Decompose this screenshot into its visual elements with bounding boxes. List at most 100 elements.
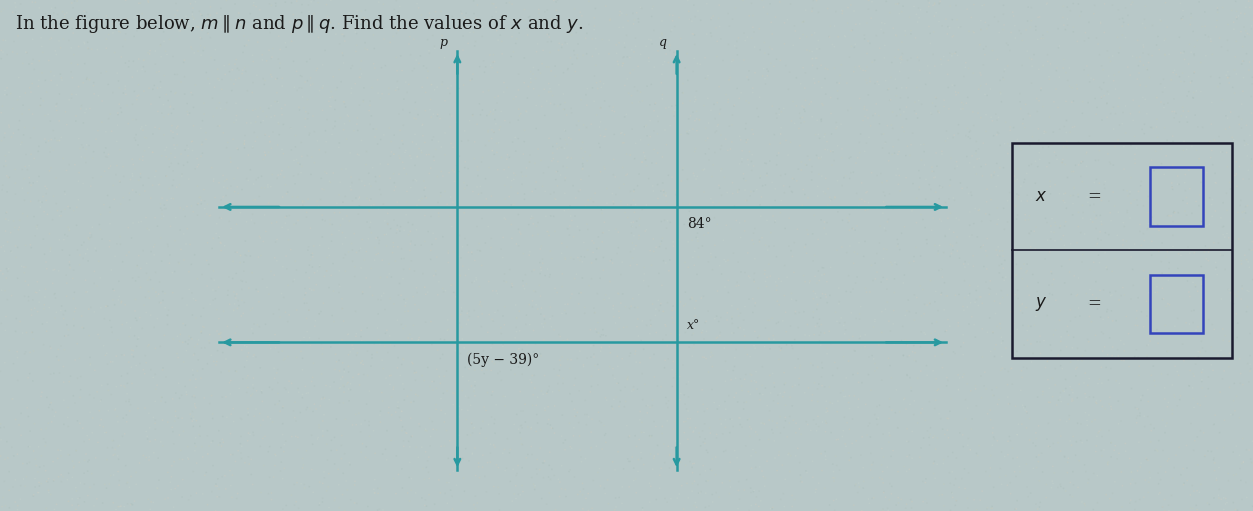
Point xyxy=(179,22,199,30)
Point xyxy=(370,185,390,194)
Point xyxy=(452,46,472,54)
Point xyxy=(878,438,898,446)
Point xyxy=(581,120,601,128)
Point xyxy=(40,167,60,175)
Point xyxy=(452,243,472,251)
Point xyxy=(768,318,788,327)
Point xyxy=(828,300,848,308)
Point xyxy=(242,269,262,277)
Point xyxy=(1007,135,1027,144)
Point xyxy=(540,475,560,483)
Point xyxy=(75,154,95,162)
Point xyxy=(887,424,907,432)
Point xyxy=(510,429,530,437)
Point xyxy=(715,90,736,99)
Point xyxy=(797,46,817,54)
Point xyxy=(992,353,1012,361)
Point xyxy=(236,237,256,245)
Point xyxy=(538,6,558,14)
Point xyxy=(506,39,526,48)
Point xyxy=(722,415,742,424)
Point xyxy=(942,50,962,58)
Point xyxy=(682,331,702,339)
Point xyxy=(767,419,787,427)
Point xyxy=(392,360,412,368)
Point xyxy=(619,352,639,360)
Point xyxy=(63,74,83,82)
Point xyxy=(667,101,687,109)
Point xyxy=(477,128,497,136)
Point xyxy=(1199,244,1219,252)
Point xyxy=(1054,387,1074,396)
Point xyxy=(842,439,862,448)
Point xyxy=(734,227,754,235)
Point xyxy=(199,442,219,450)
Point xyxy=(565,212,585,220)
Point xyxy=(279,212,299,220)
Point xyxy=(479,311,499,319)
Point xyxy=(966,385,986,393)
Point xyxy=(386,0,406,5)
Point xyxy=(346,28,366,36)
Point xyxy=(743,446,763,454)
Point xyxy=(1099,90,1119,98)
Point xyxy=(317,1,337,9)
Point xyxy=(168,332,188,340)
Point xyxy=(762,18,782,27)
Point xyxy=(278,236,298,244)
Point xyxy=(461,248,481,257)
Point xyxy=(193,138,213,146)
Point xyxy=(471,302,491,310)
Point xyxy=(544,212,564,220)
Point xyxy=(261,344,281,353)
Point xyxy=(1235,209,1253,217)
Point xyxy=(964,1,984,9)
Point xyxy=(203,296,223,304)
Point xyxy=(241,430,261,438)
Point xyxy=(1179,60,1199,68)
Point xyxy=(455,363,475,371)
Point xyxy=(850,95,870,103)
Point xyxy=(173,319,193,328)
Point xyxy=(1159,166,1179,174)
Point xyxy=(857,79,877,87)
Point xyxy=(118,369,138,378)
Point xyxy=(1131,177,1152,185)
Point xyxy=(465,366,485,374)
Point xyxy=(90,211,110,219)
Point xyxy=(127,361,147,369)
Point xyxy=(299,131,320,139)
Point xyxy=(728,188,748,196)
Point xyxy=(684,1,704,9)
Point xyxy=(1154,496,1174,504)
Point xyxy=(510,228,530,236)
Point xyxy=(190,193,211,201)
Point xyxy=(1195,275,1215,283)
Point xyxy=(767,151,787,159)
Point xyxy=(103,20,123,28)
Point xyxy=(1168,367,1188,376)
Point xyxy=(180,0,200,8)
Point xyxy=(1059,391,1079,399)
Point xyxy=(684,31,704,39)
Point xyxy=(377,427,397,435)
Point xyxy=(586,245,606,253)
Point xyxy=(323,169,343,177)
Point xyxy=(883,24,903,32)
Point xyxy=(162,423,182,431)
Point xyxy=(738,161,758,169)
Point xyxy=(664,48,684,56)
Point xyxy=(990,319,1010,328)
Point xyxy=(28,308,48,316)
Point xyxy=(947,16,967,24)
Point xyxy=(949,129,969,137)
Point xyxy=(511,440,531,448)
Point xyxy=(56,332,76,340)
Point xyxy=(54,314,74,322)
Point xyxy=(342,84,362,92)
Point xyxy=(187,489,207,497)
Point xyxy=(406,226,426,234)
Point xyxy=(540,85,560,93)
Point xyxy=(888,135,908,144)
Point xyxy=(727,44,747,52)
